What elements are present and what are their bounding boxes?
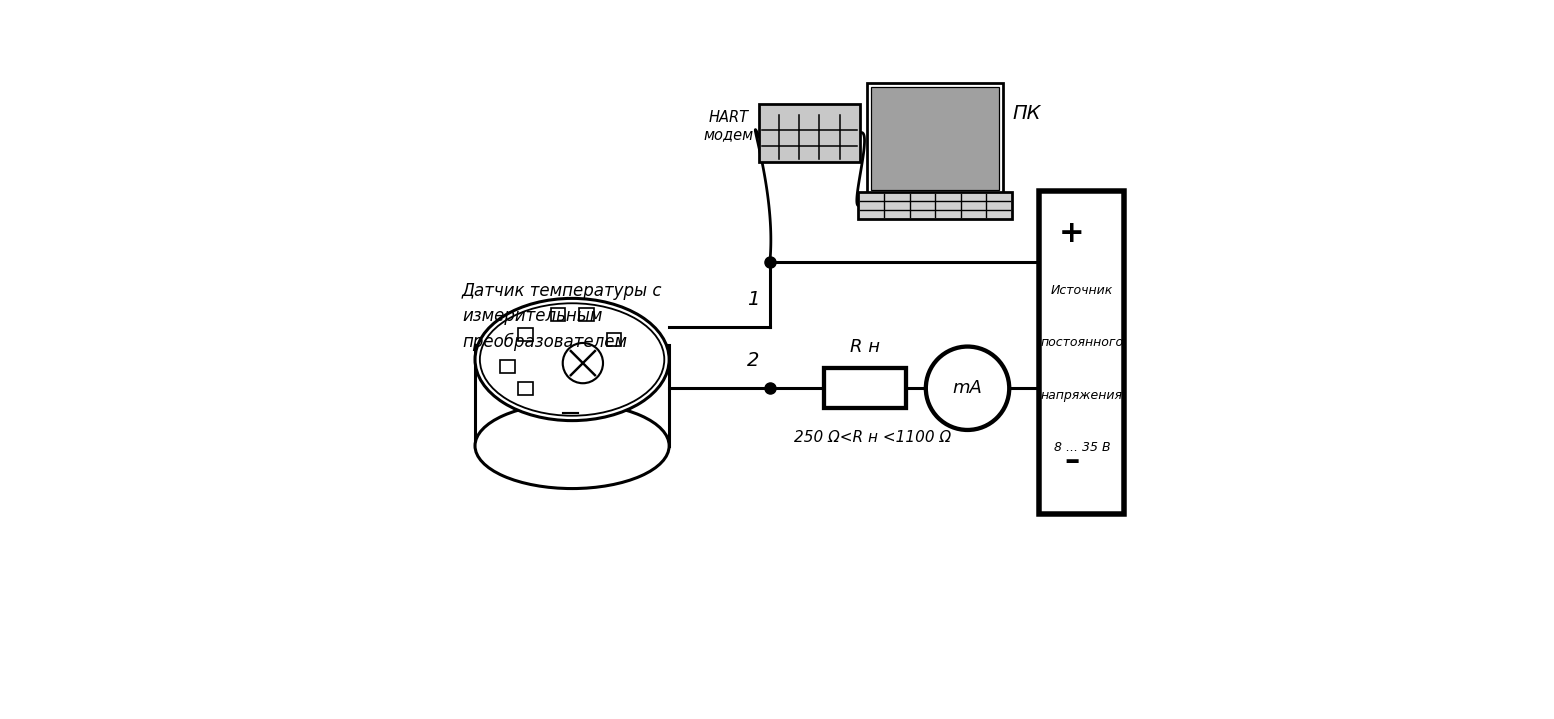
Text: постоянного: постоянного [1040, 336, 1124, 349]
Bar [476, 345, 670, 446]
Text: 1: 1 [746, 290, 758, 309]
Bar [517, 382, 533, 395]
Text: mA: mA [953, 379, 982, 398]
Text: ПК: ПК [1012, 104, 1041, 124]
Text: R н: R н [850, 337, 880, 355]
Text: 2: 2 [746, 352, 758, 370]
Circle shape [563, 343, 603, 383]
Bar [824, 368, 906, 408]
Text: Датчик температуры с
измерительным
преобразователем: Датчик температуры с измерительным преоб… [462, 282, 662, 351]
Ellipse shape [476, 403, 670, 489]
Text: +: + [1058, 219, 1085, 248]
Bar [1040, 191, 1124, 514]
Bar [858, 192, 1012, 219]
Text: 8 ... 35 В: 8 ... 35 В [1054, 441, 1110, 454]
Ellipse shape [476, 298, 670, 421]
Bar [500, 360, 514, 373]
Text: напряжения: напряжения [1041, 389, 1124, 402]
Bar [517, 328, 533, 341]
Text: 250 Ω<R н <1100 Ω: 250 Ω<R н <1100 Ω [794, 430, 951, 444]
Bar [550, 308, 566, 321]
Circle shape [926, 347, 1009, 430]
Text: Источник: Источник [1051, 284, 1113, 297]
Text: –: – [1064, 446, 1080, 475]
Bar [606, 333, 622, 346]
Bar [758, 104, 859, 162]
Bar [872, 87, 999, 190]
Text: HART
модем: HART модем [702, 109, 754, 142]
Bar [580, 308, 594, 321]
Bar [867, 83, 1004, 194]
